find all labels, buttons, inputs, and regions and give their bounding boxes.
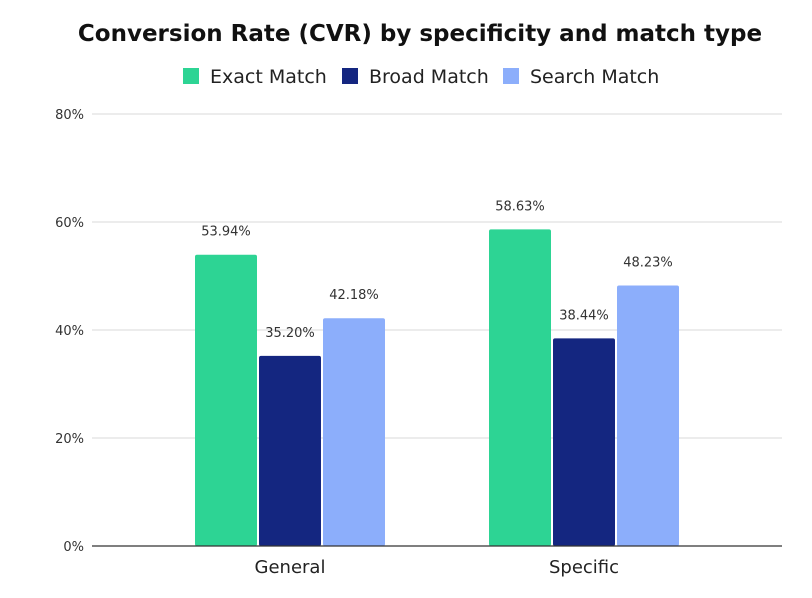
legend-label: Broad Match — [369, 66, 489, 88]
data-labels: 53.94% 35.20% 42.18% 58.63% 38.44% 48.23% — [201, 199, 673, 341]
bar-broad-match-general — [259, 355, 321, 546]
legend-label: Exact Match — [210, 66, 327, 88]
bar-exact-match-general — [195, 254, 257, 546]
legend-swatch — [503, 68, 519, 84]
legend-swatch — [183, 68, 199, 84]
data-label: 42.18% — [329, 288, 379, 303]
x-category-label: General — [255, 557, 326, 578]
chart-title: Conversion Rate (CVR) by specificity and… — [78, 21, 762, 47]
bar-exact-match-specific — [489, 229, 551, 546]
x-axis-category-labels: General Specific — [255, 557, 620, 578]
data-label: 35.20% — [265, 326, 315, 341]
bar-broad-match-specific — [553, 338, 615, 546]
data-label: 38.44% — [559, 308, 609, 323]
x-category-label: Specific — [549, 557, 619, 578]
legend: Exact Match Broad Match Search Match — [183, 66, 659, 88]
data-label: 58.63% — [495, 199, 545, 214]
y-tick-label: 0% — [63, 540, 84, 555]
bar-search-match-general — [323, 318, 385, 546]
legend-swatch — [342, 68, 358, 84]
y-tick-label: 60% — [55, 216, 84, 231]
y-tick-label: 80% — [55, 108, 84, 123]
y-axis-tick-labels: 0% 20% 40% 60% 80% — [55, 108, 84, 555]
data-label: 53.94% — [201, 225, 251, 240]
y-tick-label: 20% — [55, 432, 84, 447]
legend-label: Search Match — [530, 66, 659, 88]
y-tick-label: 40% — [55, 324, 84, 339]
data-label: 48.23% — [623, 256, 673, 271]
bar-search-match-specific — [617, 285, 679, 546]
bars — [195, 229, 679, 546]
